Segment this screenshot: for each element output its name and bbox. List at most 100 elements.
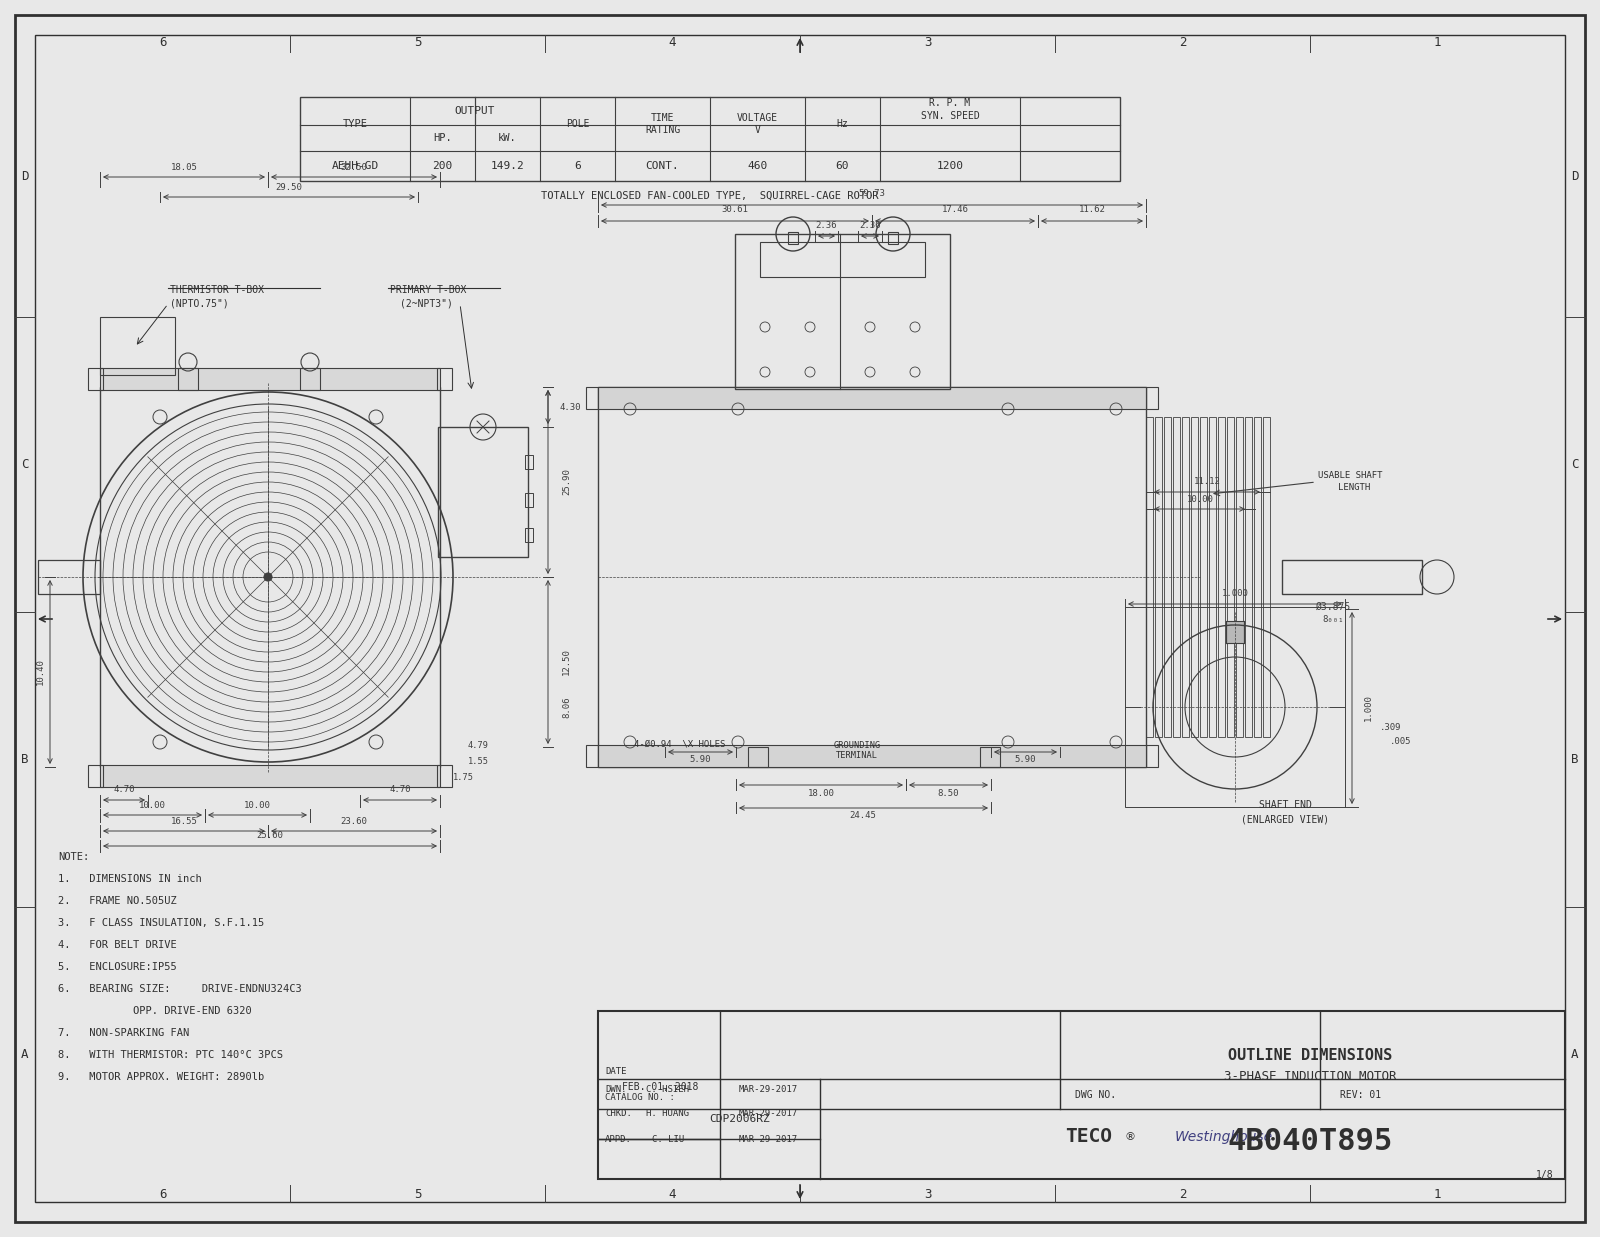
Bar (99, 387, 440, 767)
Text: 4-Ø0.94  \X HOLES: 4-Ø0.94 \X HOLES (634, 740, 725, 748)
Text: B: B (21, 753, 29, 766)
Text: .005: .005 (1390, 737, 1411, 746)
Bar (598, 387, 1146, 409)
Text: 1/8: 1/8 (1536, 1170, 1554, 1180)
Text: DATE: DATE (605, 1066, 627, 1075)
Bar (598, 745, 1146, 767)
Bar (1173, 417, 1181, 737)
Bar (437, 764, 453, 787)
Text: 1.000: 1.000 (1221, 590, 1248, 599)
Text: 3: 3 (923, 1188, 931, 1200)
Text: 1: 1 (1434, 1188, 1442, 1200)
Text: 25.60: 25.60 (256, 831, 283, 840)
Bar (888, 233, 898, 244)
Text: VOLTAGE
V: VOLTAGE V (738, 114, 778, 135)
Bar (38, 560, 99, 594)
Text: 1.000: 1.000 (1363, 694, 1373, 721)
Text: 6: 6 (574, 161, 581, 171)
Text: GROUNDING: GROUNDING (834, 741, 880, 750)
Text: 18.05: 18.05 (171, 162, 197, 172)
Text: 460: 460 (747, 161, 768, 171)
Bar (1146, 745, 1158, 767)
Bar (178, 367, 198, 390)
Text: 32.50: 32.50 (341, 162, 368, 172)
Text: 5: 5 (414, 1188, 421, 1200)
Text: R. P. M: R. P. M (930, 98, 971, 108)
Text: 23.60: 23.60 (341, 816, 368, 825)
Text: CATALOG NO. :: CATALOG NO. : (605, 1092, 675, 1101)
Text: D: D (21, 169, 29, 183)
Bar (979, 747, 1000, 767)
Text: D: D (1571, 169, 1579, 183)
Text: MAR-29-2017: MAR-29-2017 (739, 1110, 797, 1118)
Bar (734, 234, 950, 388)
Text: OPP. DRIVE-END 6320: OPP. DRIVE-END 6320 (58, 1006, 251, 1016)
Bar (438, 427, 528, 557)
Bar (99, 367, 440, 390)
Text: 2: 2 (1179, 1188, 1186, 1200)
Bar (99, 317, 174, 375)
Text: (2~NPT3"): (2~NPT3") (400, 298, 453, 308)
Text: 5.90: 5.90 (1014, 755, 1035, 763)
Bar (1282, 560, 1422, 594)
Text: THERMISTOR T-BOX: THERMISTOR T-BOX (170, 285, 264, 294)
Text: TECO: TECO (1066, 1127, 1112, 1147)
Bar (1182, 417, 1189, 737)
Text: 10.00: 10.00 (139, 800, 165, 809)
Bar (525, 528, 533, 542)
Text: 4.70: 4.70 (389, 785, 411, 794)
Text: TOTALLY ENCLOSED FAN-COOLED TYPE,  SQUIRREL-CAGE ROTOR: TOTALLY ENCLOSED FAN-COOLED TYPE, SQUIRR… (541, 190, 878, 200)
Text: 6.   BEARING SIZE:     DRIVE-ENDNU324C3: 6. BEARING SIZE: DRIVE-ENDNU324C3 (58, 983, 302, 995)
Bar (301, 96, 1120, 181)
Text: 4: 4 (669, 1188, 677, 1200)
Text: Ø3.875: Ø3.875 (1315, 602, 1350, 612)
Text: 3: 3 (923, 37, 931, 49)
Text: CHKD.: CHKD. (605, 1110, 632, 1118)
Text: 1: 1 (1434, 37, 1442, 49)
Text: 17.46: 17.46 (941, 205, 968, 214)
Text: DWG NO.: DWG NO. (1075, 1090, 1117, 1100)
Text: C: C (21, 458, 29, 471)
Text: 8.06: 8.06 (562, 696, 571, 717)
Text: 10.40: 10.40 (35, 658, 45, 685)
Text: A: A (1571, 1048, 1579, 1061)
Text: A: A (21, 1048, 29, 1061)
Text: 30.61: 30.61 (722, 205, 749, 214)
Bar (598, 387, 1146, 767)
Text: B: B (1571, 753, 1579, 766)
Text: OUTPUT: OUTPUT (454, 106, 496, 116)
Text: AEHH-GD: AEHH-GD (331, 161, 379, 171)
Text: 4.   FOR BELT DRIVE: 4. FOR BELT DRIVE (58, 940, 176, 950)
Text: 200: 200 (432, 161, 453, 171)
Text: 16.55: 16.55 (171, 816, 197, 825)
Text: CONT.: CONT. (646, 161, 680, 171)
Text: C: C (1571, 458, 1579, 471)
Text: 2.36: 2.36 (816, 220, 837, 230)
Bar (787, 233, 798, 244)
Text: 4.70: 4.70 (114, 785, 134, 794)
Text: MAR-29-2017: MAR-29-2017 (739, 1085, 797, 1094)
Bar (437, 367, 453, 390)
Text: 9.   MOTOR APPROX. WEIGHT: 2890lb: 9. MOTOR APPROX. WEIGHT: 2890lb (58, 1072, 264, 1082)
Text: 8.   WITH THERMISTOR: PTC 140°C 3PCS: 8. WITH THERMISTOR: PTC 140°C 3PCS (58, 1050, 283, 1060)
Text: 10.00: 10.00 (243, 800, 270, 809)
Text: TIME
RATING: TIME RATING (645, 114, 680, 135)
Text: 2: 2 (1179, 37, 1186, 49)
Text: (ENLARGED VIEW): (ENLARGED VIEW) (1242, 814, 1330, 824)
Text: 1.75: 1.75 (453, 772, 474, 782)
Text: 1200: 1200 (936, 161, 963, 171)
Text: 25.90: 25.90 (562, 469, 571, 496)
Bar (1245, 417, 1251, 737)
Text: 8.50: 8.50 (938, 788, 958, 798)
Text: APPD.: APPD. (605, 1134, 632, 1143)
Text: .309: .309 (1379, 722, 1402, 731)
Text: 6: 6 (158, 1188, 166, 1200)
Bar (1155, 417, 1162, 737)
Text: 3-PHASE INDUCTION MOTOR: 3-PHASE INDUCTION MOTOR (1224, 1070, 1397, 1084)
Text: C. HSIEH: C. HSIEH (646, 1085, 690, 1094)
Text: 4: 4 (669, 37, 677, 49)
Text: 60: 60 (835, 161, 850, 171)
Text: 5: 5 (414, 37, 421, 49)
Text: POLE: POLE (566, 119, 589, 129)
Bar (1218, 417, 1226, 737)
